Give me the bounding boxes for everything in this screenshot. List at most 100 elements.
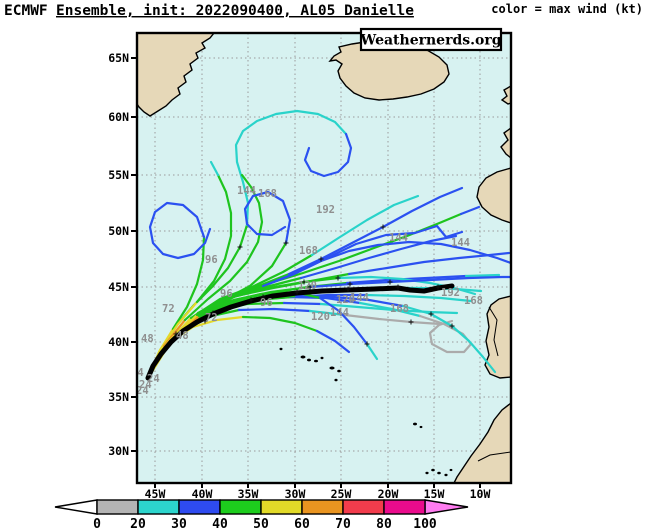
ensemble-track-segment	[148, 201, 212, 260]
ensemble-track-segment	[364, 293, 473, 303]
island-dot	[329, 366, 335, 370]
time-tick-cross	[449, 323, 455, 329]
colorbar-segment	[383, 499, 426, 515]
watermark-box: Weathernerds.org	[360, 27, 503, 52]
ensemble-track-segment	[189, 253, 314, 320]
map-frame	[135, 31, 513, 485]
colorbar-segment	[260, 499, 303, 515]
island-dot	[337, 369, 341, 373]
time-tick-cross	[435, 284, 441, 290]
forecast-hour-label: 120	[311, 311, 330, 323]
ensemble-track-segment	[241, 315, 319, 333]
colorbar-segment	[301, 499, 344, 515]
lon-label: 10W	[470, 487, 491, 501]
land-iberia	[484, 295, 511, 379]
ensemble-track-segment	[195, 284, 265, 317]
colorbar-segment	[137, 499, 180, 515]
land-ireland	[476, 167, 511, 224]
time-tick-cross	[408, 319, 414, 325]
ensemble-track-segment	[183, 173, 264, 322]
forecast-hour-label: 144	[237, 185, 256, 197]
colorbar-tick-label: 20	[130, 517, 146, 532]
ensemble-track-segment	[288, 295, 362, 305]
time-tick-cross	[294, 289, 300, 295]
forecast-hour-label: 192	[316, 204, 335, 216]
colorbar-right-arrow	[424, 499, 469, 515]
time-tick-cross	[387, 279, 393, 285]
colorbar-segment	[219, 499, 262, 515]
axis-ticks	[131, 57, 481, 488]
lon-label: 45W	[145, 487, 166, 501]
ensemble-track-segment	[310, 194, 420, 257]
forecast-hour-label: 96	[220, 288, 233, 300]
mean-track	[145, 283, 455, 381]
ensemble-track-segment	[418, 314, 473, 354]
ensemble-track-segment	[209, 160, 220, 177]
ensemble-track-segment	[365, 342, 379, 361]
ensemble-track-segment	[401, 304, 497, 374]
forecast-hour-label: 168	[299, 245, 318, 257]
forecast-hour-label: 24	[136, 385, 149, 397]
ensemble-track-segment	[464, 273, 501, 278]
forecast-hour-label: 24	[147, 373, 160, 385]
ensemble-track-segment	[171, 235, 206, 331]
colorbar-left-arrow	[54, 499, 98, 515]
island-dot	[449, 468, 453, 472]
ensemble-track-segment	[347, 251, 511, 276]
ensemble-track-segment	[234, 109, 348, 227]
forecast-hour-label: 144	[350, 292, 369, 304]
forecast-hour-label: 48	[176, 330, 189, 342]
track-tick-marks	[173, 224, 455, 347]
time-tick-cross	[283, 240, 289, 246]
figure-title-prefix: ECMWF	[4, 3, 48, 19]
ensemble-track-segment	[197, 285, 312, 318]
ensemble-track-segment	[261, 224, 464, 288]
ensemble-track-segment	[299, 234, 458, 280]
lon-label: 30W	[285, 487, 306, 501]
ensemble-track-segment	[282, 301, 323, 306]
ensemble-track-segment	[243, 190, 292, 245]
colorbar: 0 20 30 40 50 60 70 80 100	[54, 499, 469, 532]
forecast-hour-label: 168	[390, 303, 409, 315]
colorbar-tick-label: 0	[93, 517, 101, 532]
island-dot	[431, 468, 435, 472]
ensemble-track-segment	[459, 205, 481, 216]
forecast-hour-label: 144	[451, 237, 470, 249]
forecast-hour-label: 96	[205, 254, 218, 266]
time-tick-cross	[364, 341, 370, 347]
forecast-hour-label: 144	[330, 307, 349, 319]
forecast-hour-label: 72	[205, 312, 218, 324]
island-dot	[314, 359, 318, 363]
axis-labels: 65N 60N 55N 50N 45N 40N 35N 30N 45W 40W 35W 30W 25W 2…	[108, 51, 490, 501]
colorbar-tick-label: 40	[212, 517, 228, 532]
lon-label: 40W	[192, 487, 213, 501]
time-tick-cross	[202, 318, 208, 324]
forecast-hour-label: 72	[162, 303, 175, 315]
land-hebrides-1	[500, 85, 511, 105]
land-scotland	[500, 127, 511, 159]
lat-label: 60N	[108, 110, 129, 124]
time-tick-cross	[260, 294, 266, 300]
colorbar-segment	[342, 499, 385, 515]
islands	[279, 347, 453, 477]
ensemble-track-segment	[315, 329, 351, 354]
lat-label: 30N	[108, 444, 129, 458]
ensemble-track-segment	[195, 173, 233, 304]
land-africa	[453, 402, 511, 483]
forecast-hour-label: 24	[131, 367, 144, 379]
legend-caption: color = max wind (kt)	[491, 2, 643, 16]
colorbar-tick-label: 60	[294, 517, 310, 532]
time-tick-cross	[395, 284, 401, 290]
colorbar-segment	[96, 499, 139, 515]
colorbar-tick-label: 70	[335, 517, 351, 532]
lon-label: 25W	[331, 487, 352, 501]
morocco-border	[477, 451, 511, 462]
watermark-text: Weathernerds.org	[360, 33, 502, 49]
time-tick-cross	[173, 331, 179, 337]
time-tick-cross	[318, 256, 324, 262]
time-tick-cross	[248, 297, 254, 303]
land-masses	[137, 33, 511, 483]
